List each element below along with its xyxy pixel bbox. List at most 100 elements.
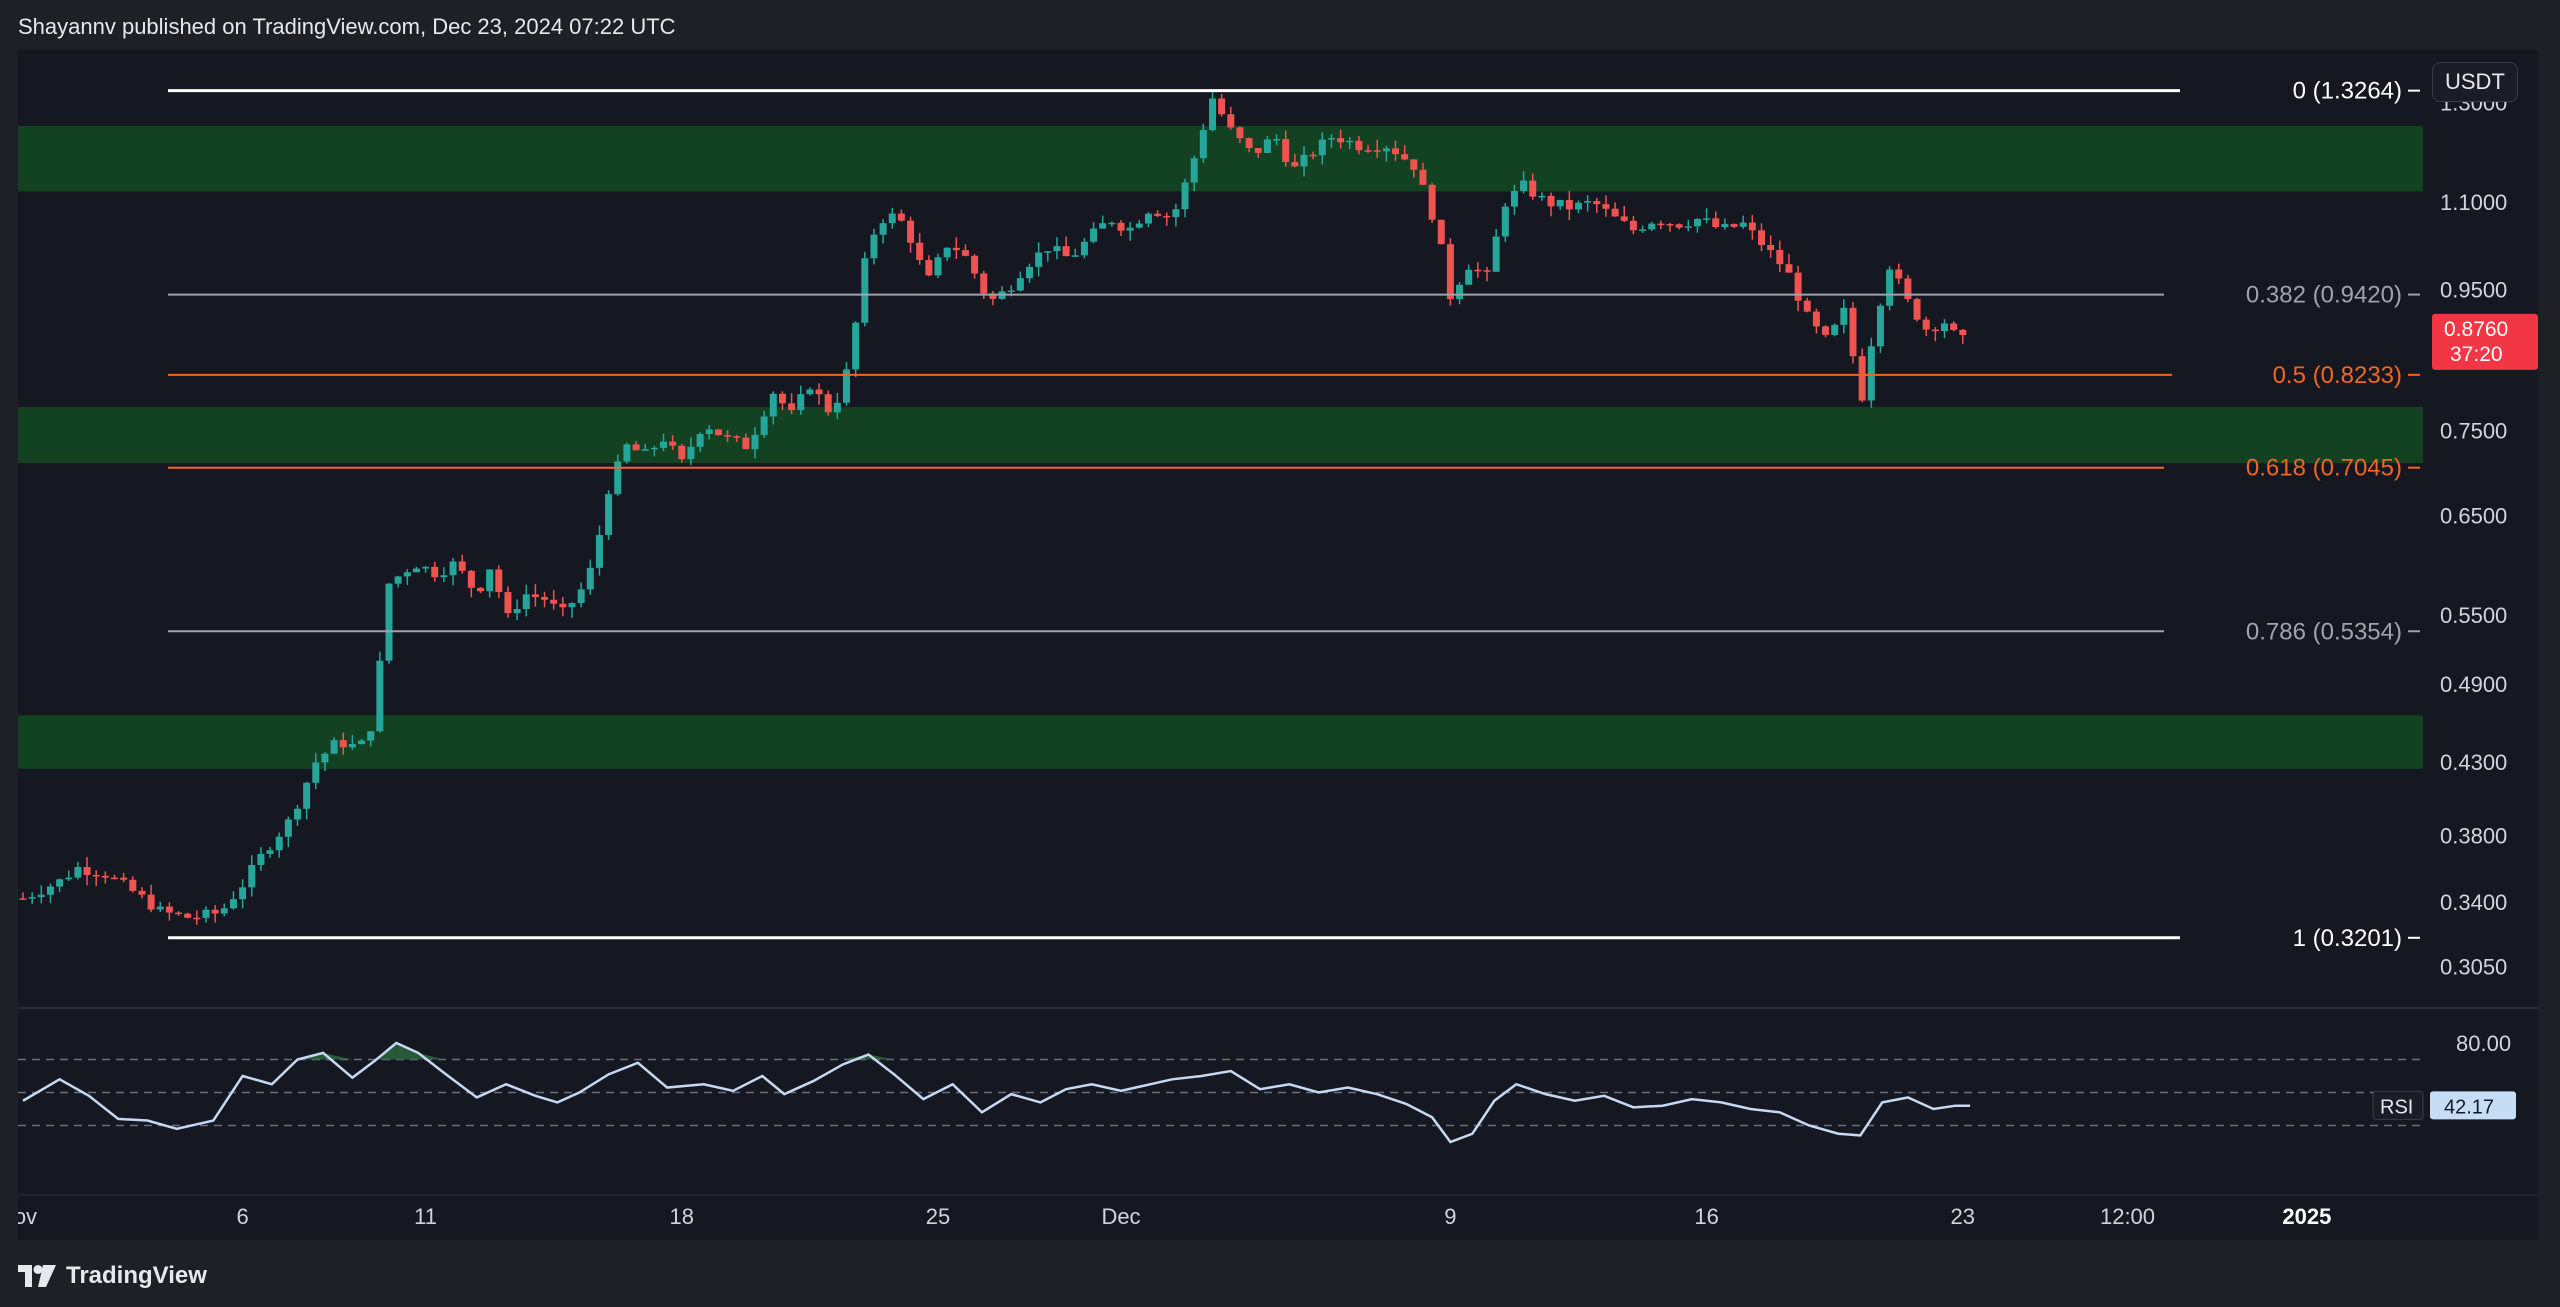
candle	[1300, 146, 1308, 177]
candle	[1419, 162, 1427, 185]
candle	[376, 651, 384, 733]
candle	[193, 910, 201, 925]
candle	[266, 846, 274, 858]
chart-frame[interactable]: 0 (1.3264) 0.382 (0.9420) 0.5 (0.8233) 0.61…	[18, 50, 2538, 1240]
candle	[852, 321, 860, 378]
x-tick-label: lov	[18, 1204, 37, 1229]
candle	[1071, 248, 1079, 257]
candle	[1931, 327, 1939, 342]
candle	[1209, 89, 1216, 132]
footer-brand[interactable]: TradingView	[66, 1262, 207, 1289]
candle	[961, 244, 969, 257]
x-tick-label: 12:00	[2100, 1204, 2155, 1229]
candle	[1392, 140, 1399, 161]
candle	[56, 878, 64, 892]
candle	[1163, 212, 1171, 226]
candle	[705, 425, 713, 440]
y-tick-label: 0.9500	[2440, 278, 2507, 303]
candle	[971, 254, 979, 279]
candle	[925, 255, 933, 277]
y-tick-label: 0.3050	[2440, 955, 2507, 980]
x-tick-label: Dec	[1101, 1204, 1140, 1229]
candle	[1218, 94, 1226, 117]
candle	[1035, 242, 1043, 277]
candle	[477, 587, 484, 594]
candle	[778, 391, 786, 411]
candle	[861, 251, 869, 327]
quote-unit-badge[interactable]: USDT	[2432, 62, 2518, 102]
candle	[1483, 266, 1491, 282]
candle	[1904, 274, 1912, 303]
candle	[1181, 178, 1189, 218]
candle	[1565, 191, 1573, 221]
candle	[788, 393, 796, 415]
candle	[1199, 123, 1207, 163]
candle	[1675, 223, 1683, 230]
candle	[248, 855, 256, 897]
candle	[577, 582, 585, 608]
candle	[550, 590, 558, 610]
price-chart[interactable]: 0 (1.3264) 0.382 (0.9420) 0.5 (0.8233) 0.61…	[18, 50, 2538, 1240]
candle	[1144, 212, 1152, 228]
current-price-tag	[2432, 313, 2538, 370]
candle	[1382, 145, 1390, 162]
candle	[1327, 133, 1335, 149]
candle	[184, 912, 192, 919]
candle	[1126, 221, 1134, 241]
candle	[1437, 219, 1445, 245]
candle	[1822, 325, 1830, 338]
candle	[623, 442, 631, 464]
candle	[1254, 148, 1262, 158]
candle	[733, 435, 741, 443]
candle	[303, 781, 311, 820]
candle	[1080, 237, 1088, 259]
candle	[403, 569, 411, 585]
candle	[1428, 182, 1436, 223]
candle	[1263, 135, 1271, 154]
candle	[257, 847, 265, 871]
fib-label-4: 0.786 (0.5354)	[2246, 618, 2402, 645]
candle	[998, 286, 1006, 300]
candle	[65, 870, 73, 881]
rsi-value-label: 42.17	[2444, 1096, 2494, 1118]
candle	[1053, 237, 1061, 260]
candle	[495, 565, 503, 598]
candle	[1629, 216, 1637, 235]
fib-label-2: 0.5 (0.8233)	[2273, 362, 2402, 389]
candle	[1693, 218, 1701, 233]
candle	[28, 892, 36, 904]
candle	[1941, 319, 1948, 339]
candle	[202, 906, 210, 923]
candle	[312, 753, 320, 790]
candle	[394, 575, 402, 588]
candle	[138, 887, 146, 899]
candle	[239, 879, 247, 909]
candle	[1776, 240, 1784, 273]
candle	[1337, 129, 1345, 149]
y-tick-label: 0.3400	[2440, 890, 2507, 915]
support-zone-1	[18, 407, 2423, 464]
y-tick-label: 0.7500	[2440, 418, 2507, 443]
candle	[321, 752, 329, 771]
candle	[1474, 262, 1482, 278]
candle	[1684, 219, 1692, 232]
candle	[824, 390, 832, 416]
candle	[92, 870, 100, 887]
x-tick-label: 16	[1694, 1204, 1718, 1229]
candle	[916, 232, 924, 265]
candle	[1346, 137, 1354, 150]
tradingview-logo-icon[interactable]	[18, 1265, 56, 1287]
x-tick-label: 25	[926, 1204, 950, 1229]
x-tick-label: 23	[1951, 1204, 1975, 1229]
candle	[1648, 221, 1656, 231]
fib-label-5: 1 (0.3201)	[2293, 925, 2402, 952]
candle	[1090, 222, 1098, 244]
candle	[74, 861, 82, 880]
candle	[568, 602, 576, 618]
candle	[1803, 297, 1811, 313]
candle	[1373, 139, 1381, 159]
rsi-name-tag	[2372, 1090, 2424, 1120]
candle	[806, 387, 814, 396]
y-tick-label: 0.6500	[2440, 504, 2507, 529]
candle	[1108, 221, 1116, 227]
